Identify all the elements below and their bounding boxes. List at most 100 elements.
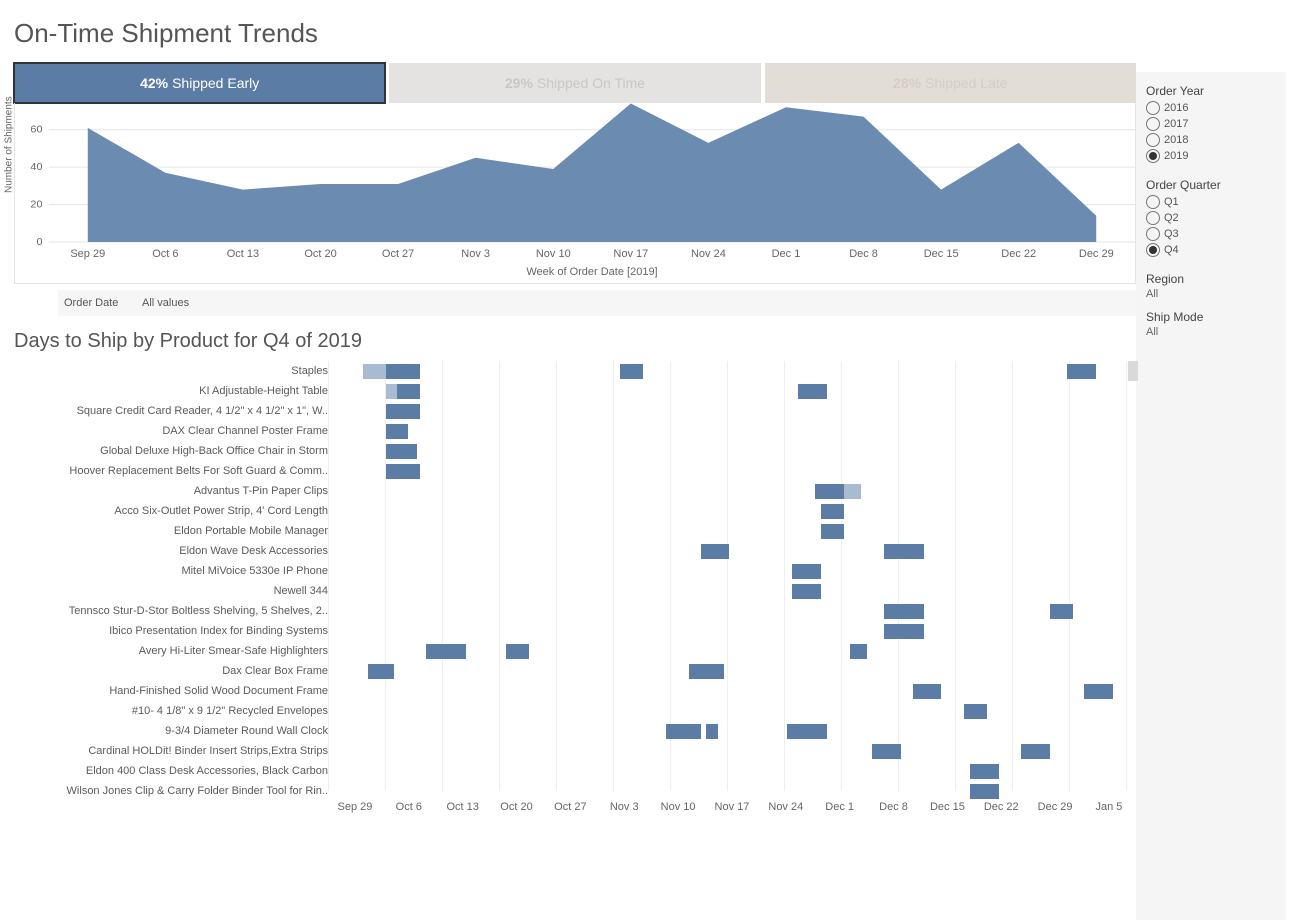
product-label: Eldon Portable Mobile Manager — [14, 525, 334, 537]
gantt-bar[interactable] — [1021, 744, 1050, 759]
product-label: Eldon Wave Desk Accessories — [14, 545, 334, 557]
product-label: Global Deluxe High-Back Office Chair in … — [14, 445, 334, 457]
gantt-bar[interactable] — [386, 464, 420, 479]
radio-icon — [1146, 149, 1160, 163]
gantt-track — [334, 782, 1136, 800]
table-row[interactable]: DAX Clear Channel Poster Frame — [14, 421, 1136, 441]
gantt-bar[interactable] — [397, 384, 420, 399]
table-row[interactable]: Acco Six-Outlet Power Strip, 4' Cord Len… — [14, 501, 1136, 521]
gantt-bar[interactable] — [386, 444, 418, 459]
table-row[interactable]: Staples — [14, 361, 1136, 381]
gantt-track — [334, 402, 1136, 420]
gantt-bar[interactable] — [821, 504, 844, 519]
gantt-bar[interactable] — [666, 724, 700, 739]
gantt-track — [334, 422, 1136, 440]
order-date-filter-row[interactable]: Order Date All values — [58, 290, 1136, 316]
product-label: KI Adjustable-Height Table — [14, 385, 334, 397]
page-title: On-Time Shipment Trends — [14, 18, 1136, 49]
table-row[interactable]: KI Adjustable-Height Table — [14, 381, 1136, 401]
product-label: Square Credit Card Reader, 4 1/2" x 4 1/… — [14, 405, 334, 417]
gantt-bar[interactable] — [706, 724, 717, 739]
gantt-bar[interactable] — [913, 684, 942, 699]
gantt-bar[interactable] — [386, 404, 420, 419]
table-row[interactable]: Cardinal HOLDit! Binder Insert Strips,Ex… — [14, 741, 1136, 761]
table-row[interactable]: Newell 344 — [14, 581, 1136, 601]
gantt-bar[interactable] — [792, 584, 821, 599]
product-label: Dax Clear Box Frame — [14, 665, 334, 677]
gantt-track — [334, 622, 1136, 640]
kpi-tab-shipped-on-time[interactable]: 29% Shipped On Time — [389, 63, 760, 103]
gantt-bar[interactable] — [787, 724, 827, 739]
table-row[interactable]: Advantus T-Pin Paper Clips — [14, 481, 1136, 501]
order-year-option-2017[interactable]: 2017 — [1146, 116, 1276, 132]
gantt-bar[interactable] — [1050, 604, 1073, 619]
region-header: Region — [1146, 272, 1276, 286]
gantt-bar[interactable] — [821, 524, 844, 539]
filter-panel: Order Year 2016201720182019 Order Quarte… — [1136, 72, 1286, 920]
gantt-bar[interactable] — [506, 644, 529, 659]
table-row[interactable]: 9-3/4 Diameter Round Wall Clock — [14, 721, 1136, 741]
gantt-chart: Staples KI Adjustable-Height Table Square … — [14, 361, 1136, 813]
order-year-header: Order Year — [1146, 84, 1276, 98]
kpi-tab-shipped-early[interactable]: 42% Shipped Early — [14, 63, 385, 103]
order-date-label: Order Date — [58, 297, 142, 309]
gantt-track — [334, 522, 1136, 540]
gantt-bar[interactable] — [386, 424, 409, 439]
product-label: Eldon 400 Class Desk Accessories, Black … — [14, 765, 334, 777]
table-row[interactable]: Avery Hi-Liter Smear-Safe Highlighters — [14, 641, 1136, 661]
gantt-bar[interactable] — [701, 544, 730, 559]
gantt-bar[interactable] — [689, 664, 723, 679]
table-row[interactable]: Square Credit Card Reader, 4 1/2" x 4 1/… — [14, 401, 1136, 421]
product-label: #10- 4 1/8" x 9 1/2" Recycled Envelopes — [14, 705, 334, 717]
gantt-bar[interactable] — [884, 544, 924, 559]
order-year-option-2016[interactable]: 2016 — [1146, 100, 1276, 116]
gantt-bar[interactable] — [798, 384, 827, 399]
gantt-track — [334, 662, 1136, 680]
gantt-bar[interactable] — [1067, 364, 1096, 379]
table-row[interactable]: Hoover Replacement Belts For Soft Guard … — [14, 461, 1136, 481]
product-label: Acco Six-Outlet Power Strip, 4' Cord Len… — [14, 505, 334, 517]
gantt-bar[interactable] — [1084, 684, 1113, 699]
order-quarter-option-Q2[interactable]: Q2 — [1146, 210, 1276, 226]
kpi-tabs: 42% Shipped Early29% Shipped On Time28% … — [14, 63, 1136, 103]
gantt-bar[interactable] — [872, 744, 901, 759]
gantt-bar[interactable] — [792, 564, 821, 579]
order-quarter-option-Q3[interactable]: Q3 — [1146, 226, 1276, 242]
table-row[interactable]: #10- 4 1/8" x 9 1/2" Recycled Envelopes — [14, 701, 1136, 721]
product-label: DAX Clear Channel Poster Frame — [14, 425, 334, 437]
table-row[interactable]: Wilson Jones Clip & Carry Folder Binder … — [14, 781, 1136, 801]
gantt-scrollbar[interactable] — [1126, 361, 1140, 801]
area-chart: Number of Shipments 0204060 Sep 29Oct 6O… — [14, 103, 1136, 284]
table-row[interactable]: Ibico Presentation Index for Binding Sys… — [14, 621, 1136, 641]
order-year-option-2018[interactable]: 2018 — [1146, 132, 1276, 148]
table-row[interactable]: Eldon 400 Class Desk Accessories, Black … — [14, 761, 1136, 781]
order-date-value: All values — [142, 297, 189, 309]
table-row[interactable]: Eldon Wave Desk Accessories — [14, 541, 1136, 561]
gantt-bar[interactable] — [884, 604, 924, 619]
gantt-bar[interactable] — [386, 364, 420, 379]
kpi-tab-shipped-late[interactable]: 28% Shipped Late — [765, 63, 1136, 103]
table-row[interactable]: Eldon Portable Mobile Manager — [14, 521, 1136, 541]
order-year-option-2019[interactable]: 2019 — [1146, 148, 1276, 164]
area-chart-svg[interactable]: 0204060 — [49, 103, 1135, 248]
gantt-bar[interactable] — [426, 644, 466, 659]
table-row[interactable]: Tennsco Stur-D-Stor Boltless Shelving, 5… — [14, 601, 1136, 621]
gantt-bar[interactable] — [815, 484, 844, 499]
gantt-bar[interactable] — [850, 644, 867, 659]
table-row[interactable]: Mitel MiVoice 5330e IP Phone — [14, 561, 1136, 581]
gantt-bar[interactable] — [884, 624, 924, 639]
gantt-bar[interactable] — [964, 704, 987, 719]
table-row[interactable]: Dax Clear Box Frame — [14, 661, 1136, 681]
gantt-bar[interactable] — [970, 764, 999, 779]
region-value[interactable]: All — [1146, 288, 1276, 300]
order-quarter-option-Q4[interactable]: Q4 — [1146, 242, 1276, 258]
gantt-bar[interactable] — [620, 364, 643, 379]
product-label: Wilson Jones Clip & Carry Folder Binder … — [14, 785, 334, 797]
gantt-track — [334, 502, 1136, 520]
gantt-bar[interactable] — [368, 664, 394, 679]
table-row[interactable]: Hand-Finished Solid Wood Document Frame — [14, 681, 1136, 701]
gantt-bar[interactable] — [970, 784, 999, 799]
shipmode-value[interactable]: All — [1146, 326, 1276, 338]
table-row[interactable]: Global Deluxe High-Back Office Chair in … — [14, 441, 1136, 461]
order-quarter-option-Q1[interactable]: Q1 — [1146, 194, 1276, 210]
